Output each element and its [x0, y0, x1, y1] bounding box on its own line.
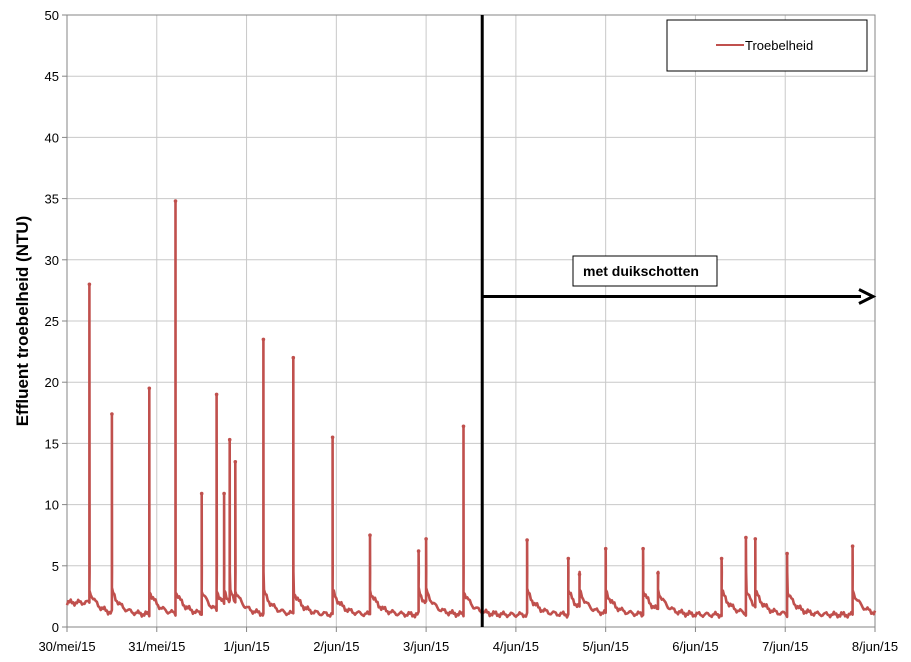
- series-layer: [65, 199, 877, 619]
- data-point: [566, 556, 571, 561]
- data-point: [291, 355, 296, 360]
- x-tick-label: 1/jun/15: [223, 639, 269, 654]
- y-tick-label: 40: [45, 130, 59, 145]
- y-axis-label: Effluent troebelheid (NTU): [13, 216, 32, 427]
- data-point: [424, 537, 428, 541]
- x-tick-label: 31/mei/15: [128, 639, 185, 654]
- legend: Troebelheid: [666, 19, 868, 72]
- y-tick-label: 35: [45, 192, 59, 207]
- x-tick-label: 30/mei/15: [38, 639, 95, 654]
- y-axis-ticks: 0 5 10 15 20 25 30 35 40 45 50: [45, 8, 67, 635]
- y-tick-label: 15: [45, 436, 59, 451]
- y-tick-label: 45: [45, 69, 59, 84]
- data-point: [222, 491, 226, 496]
- data-point: [744, 535, 748, 540]
- x-axis-ticks: 30/mei/15 31/mei/15 1/jun/15 2/jun/15 3/jun/…: [38, 627, 898, 654]
- y-tick-label: 0: [52, 620, 59, 635]
- legend-entry-troebelheid: Troebelheid: [745, 38, 813, 53]
- data-point: [461, 424, 466, 429]
- data-point: [416, 549, 421, 553]
- data-point: [173, 199, 178, 203]
- x-tick-label: 4/jun/15: [493, 639, 539, 654]
- data-point: [850, 544, 855, 548]
- x-tick-label: 5/jun/15: [583, 639, 629, 654]
- y-tick-label: 30: [45, 253, 59, 268]
- data-point: [227, 437, 232, 442]
- data-point: [603, 546, 608, 551]
- y-tick-label: 50: [45, 8, 59, 23]
- data-point: [199, 491, 204, 496]
- data-point: [87, 282, 92, 287]
- data-point: [525, 538, 529, 542]
- data-point: [785, 551, 789, 556]
- x-tick-label: 7/jun/15: [762, 639, 808, 654]
- data-point: [233, 460, 238, 464]
- data-point: [214, 392, 219, 397]
- series-line-troebelheid: [65, 199, 877, 619]
- y-tick-label: 25: [45, 314, 59, 329]
- x-tick-label: 3/jun/15: [403, 639, 449, 654]
- y-tick-label: 10: [45, 498, 59, 513]
- data-point: [147, 386, 152, 391]
- x-tick-label: 8/jun/15: [852, 639, 898, 654]
- data-point: [656, 571, 660, 575]
- data-point: [577, 572, 582, 577]
- data-point: [368, 533, 372, 537]
- annotation-layer: met duikschotten: [480, 15, 877, 627]
- annotation-arrow-head: [858, 288, 877, 305]
- x-tick-label: 2/jun/15: [313, 639, 359, 654]
- x-tick-label: 6/jun/15: [672, 639, 718, 654]
- legend-box: [666, 19, 868, 72]
- data-point: [261, 337, 266, 342]
- data-point: [753, 537, 758, 541]
- y-tick-label: 20: [45, 375, 59, 390]
- annotation-label-box: [572, 255, 718, 287]
- data-point: [641, 546, 645, 551]
- y-tick-label: 5: [52, 559, 59, 574]
- data-point: [110, 412, 114, 416]
- data-point: [719, 556, 724, 561]
- annotation-label: met duikschotten: [583, 263, 699, 279]
- plot-area: [66, 14, 876, 628]
- data-point: [330, 435, 335, 440]
